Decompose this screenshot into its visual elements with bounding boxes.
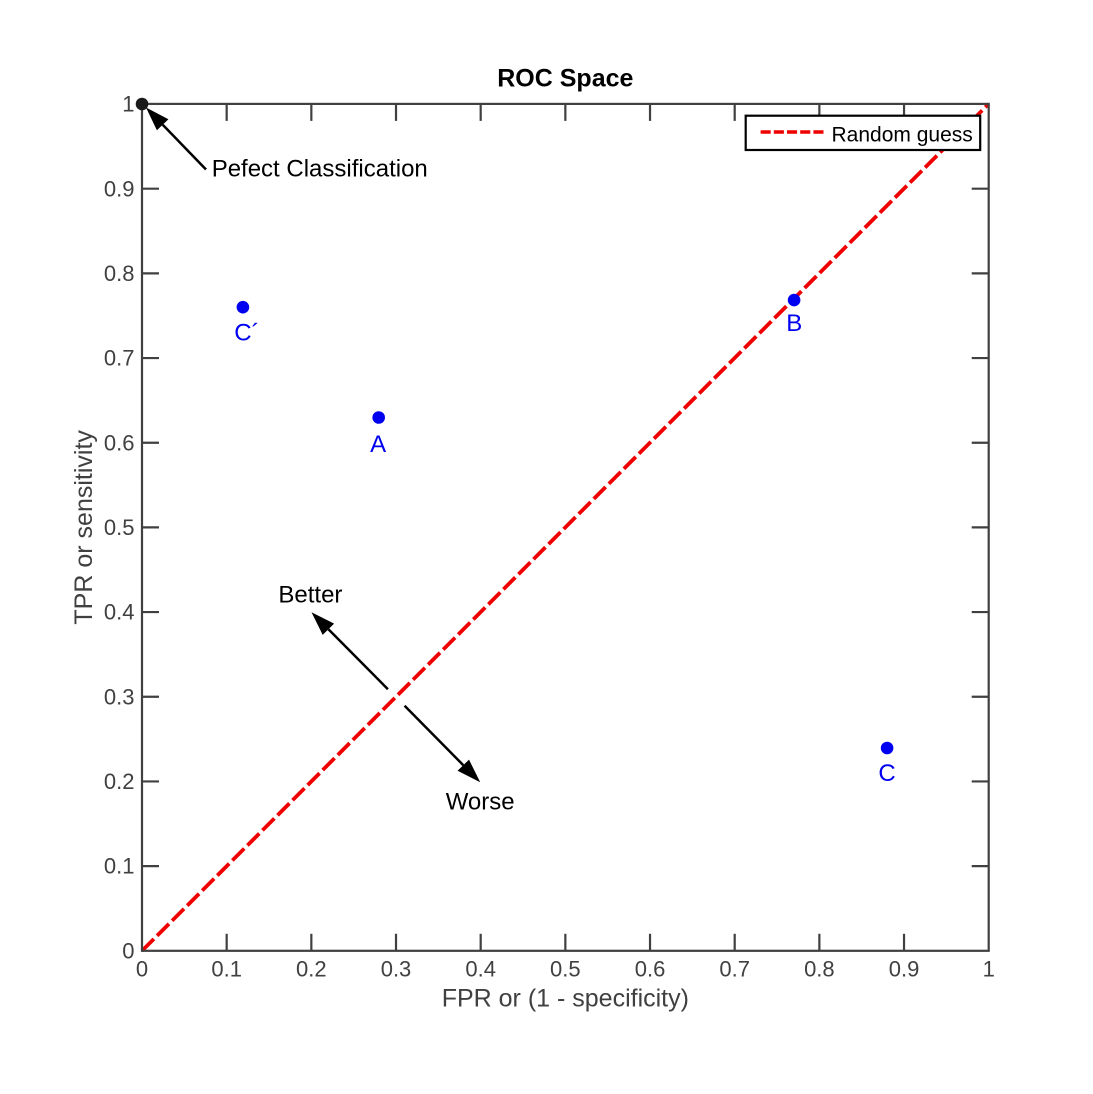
svg-text:0.1: 0.1: [104, 854, 135, 879]
svg-text:1: 1: [983, 956, 995, 981]
svg-text:0.7: 0.7: [719, 956, 750, 981]
svg-text:0.8: 0.8: [104, 261, 135, 286]
svg-text:0: 0: [122, 938, 134, 963]
svg-text:0.2: 0.2: [104, 769, 135, 794]
svg-text:0.9: 0.9: [104, 176, 135, 201]
svg-text:0.1: 0.1: [211, 956, 242, 981]
svg-text:0.8: 0.8: [804, 956, 835, 981]
svg-text:C´: C´: [234, 320, 259, 347]
svg-text:0: 0: [136, 956, 148, 981]
svg-text:ROC Space: ROC Space: [497, 64, 633, 92]
svg-text:0.3: 0.3: [104, 684, 135, 709]
svg-text:Better: Better: [278, 582, 342, 609]
svg-text:C: C: [878, 760, 895, 787]
svg-text:0.2: 0.2: [296, 956, 327, 981]
svg-text:B: B: [786, 310, 802, 337]
svg-text:TPR or sensitivity: TPR or sensitivity: [70, 430, 98, 625]
svg-text:Worse: Worse: [446, 789, 515, 816]
svg-text:0.4: 0.4: [465, 956, 496, 981]
svg-text:Random guess: Random guess: [832, 123, 973, 146]
svg-text:Pefect Classification: Pefect Classification: [212, 156, 428, 183]
svg-text:0.3: 0.3: [381, 956, 412, 981]
svg-text:FPR or (1 - specificity): FPR or (1 - specificity): [442, 985, 689, 1013]
svg-text:0.6: 0.6: [635, 956, 666, 981]
svg-text:0.6: 0.6: [104, 430, 135, 455]
svg-text:0.5: 0.5: [550, 956, 581, 981]
svg-text:0.9: 0.9: [889, 956, 920, 981]
svg-text:A: A: [370, 431, 386, 458]
svg-text:0.4: 0.4: [104, 600, 135, 625]
svg-text:1: 1: [122, 92, 134, 117]
svg-text:0.5: 0.5: [104, 515, 135, 540]
svg-text:0.7: 0.7: [104, 346, 135, 371]
